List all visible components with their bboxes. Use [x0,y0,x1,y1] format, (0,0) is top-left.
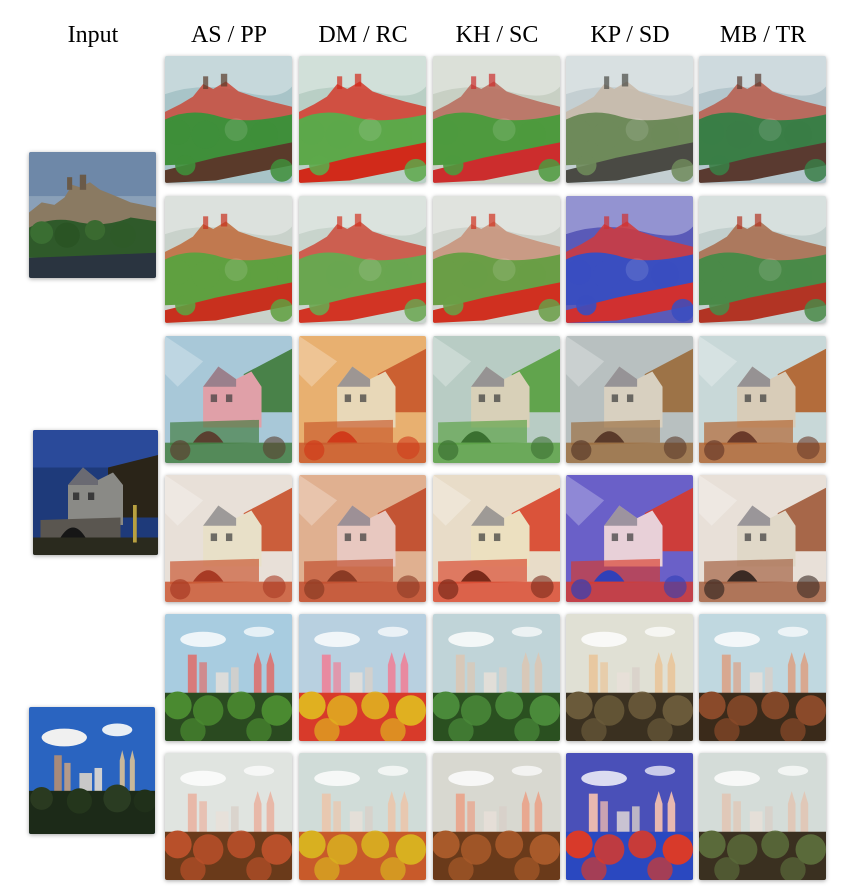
stylized-output-city-skyline-row5-kh-sc [433,614,560,741]
input-image-hilltop-town [29,152,156,278]
stylized-output-city-skyline-row5-mb-tr [699,614,826,741]
stylized-output-stone-mill-row4-dm-rc [299,475,426,602]
stylized-output-city-skyline-row6-dm-rc [299,753,426,880]
stylized-output-city-skyline-row6-kh-sc [433,753,560,880]
stylized-output-city-skyline-row5-as-pp [165,614,292,741]
stylized-output-hilltop-town-row2-as-pp [165,196,292,323]
stylized-output-hilltop-town-row1-mb-tr [699,56,826,183]
stylized-output-stone-mill-row4-as-pp [165,475,292,602]
input-image-city-skyline [29,707,155,834]
stylized-output-city-skyline-row5-dm-rc [299,614,426,741]
stylized-output-city-skyline-row6-as-pp [165,753,292,880]
input-image-stone-mill [33,430,158,555]
column-label-kp-sd: KP / SD [590,22,670,48]
stylized-output-hilltop-town-row2-kp-sd [566,196,693,323]
stylized-output-stone-mill-row4-mb-tr [699,475,826,602]
input-column-label: Input [67,22,119,48]
stylized-output-hilltop-town-row2-mb-tr [699,196,826,323]
stylized-output-stone-mill-row3-kh-sc [433,336,560,463]
stylized-output-hilltop-town-row2-dm-rc [299,196,426,323]
column-label-mb-tr: MB / TR [719,22,807,48]
stylized-output-hilltop-town-row2-kh-sc [433,196,560,323]
stylized-output-stone-mill-row3-kp-sd [566,336,693,463]
stylized-output-hilltop-town-row1-kh-sc [433,56,560,183]
stylized-output-city-skyline-row6-kp-sd [566,753,693,880]
stylized-output-hilltop-town-row1-as-pp [165,56,292,183]
stylized-output-city-skyline-row5-kp-sd [566,614,693,741]
stylized-output-hilltop-town-row1-kp-sd [566,56,693,183]
column-label-as-pp: AS / PP [190,22,268,48]
stylized-output-stone-mill-row4-kp-sd [566,475,693,602]
stylized-output-stone-mill-row4-kh-sc [433,475,560,602]
column-label-dm-rc: DM / RC [318,22,408,48]
stylized-output-hilltop-town-row1-dm-rc [299,56,426,183]
stylized-output-stone-mill-row3-as-pp [165,336,292,463]
stylized-output-city-skyline-row6-mb-tr [699,753,826,880]
column-label-kh-sc: KH / SC [455,22,539,48]
stylized-output-stone-mill-row3-mb-tr [699,336,826,463]
stylized-output-stone-mill-row3-dm-rc [299,336,426,463]
